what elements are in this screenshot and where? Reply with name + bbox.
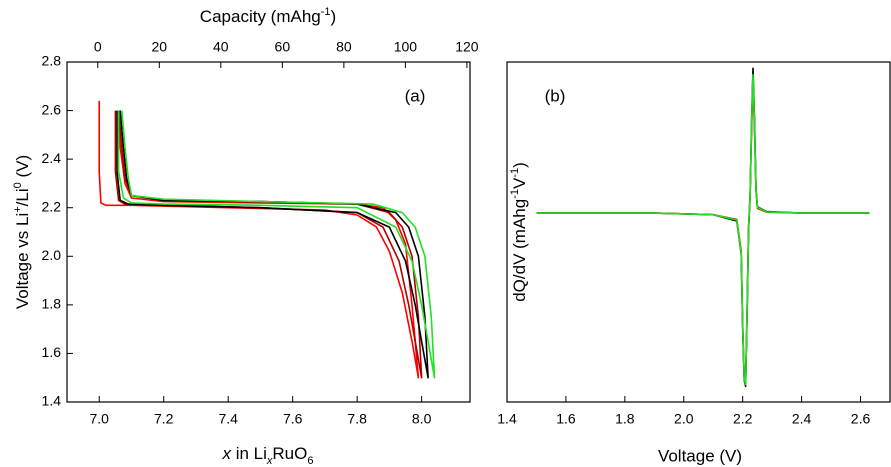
x-axis-label: x in LixRuO6 (221, 444, 313, 466)
x-tick-label: 1.8 (615, 411, 635, 427)
label-part: 0 (12, 182, 24, 188)
y-tick-label: 2.2 (42, 198, 62, 214)
label-part: Voltage vs Li (13, 213, 32, 309)
x-tick-label: 7.6 (283, 411, 303, 427)
label-part: in Li (231, 444, 267, 463)
x-tick-label: 1.4 (497, 411, 517, 427)
top-tick-label: 80 (336, 39, 352, 55)
y-tick-label: 2.6 (42, 101, 62, 117)
label-part: dQ/dV (mAhg (510, 199, 529, 302)
label-part: x (221, 444, 231, 463)
x-axis-label: Voltage (V) (658, 446, 742, 465)
x-tick-label: 7.8 (347, 411, 367, 427)
x-tick-label: 1.6 (556, 411, 576, 427)
data-line (116, 110, 429, 379)
label-part: 6 (307, 455, 313, 467)
top-axis-label: Capacity (mAhg-1) (200, 6, 336, 27)
label-part: -1 (509, 168, 521, 178)
label-part: Capacity (mAhg (200, 7, 321, 26)
label-part: (V) (13, 155, 32, 182)
label-part: -1 (321, 6, 331, 18)
x-tick-label: 2.4 (792, 411, 812, 427)
top-tick-label: 120 (455, 39, 479, 55)
label-part: -1 (509, 189, 521, 199)
data-line (114, 110, 423, 379)
top-tick-label: 100 (394, 39, 418, 55)
label-part: ) (331, 7, 337, 26)
y-tick-label: 1.8 (42, 296, 62, 312)
x-tick-label: 7.4 (218, 411, 238, 427)
panel-label: (b) (545, 86, 566, 105)
top-tick-label: 60 (275, 39, 291, 55)
x-tick-label: 2.6 (851, 411, 871, 427)
label-part: RuO (272, 444, 307, 463)
panel-label: (a) (405, 86, 426, 105)
data-line (536, 67, 870, 388)
y-axis-label: dQ/dV (mAhg-1V-1) (509, 162, 530, 302)
plot-frame (506, 61, 891, 403)
data-line (536, 80, 870, 384)
y-tick-label: 2.8 (42, 53, 62, 69)
y-tick-label: 1.6 (42, 344, 62, 360)
label-part: ) (510, 162, 529, 168)
plot-frame (66, 61, 471, 403)
y-tick-label: 2.4 (42, 150, 62, 166)
x-tick-label: 7.2 (154, 411, 174, 427)
data-line (98, 100, 420, 379)
top-tick-label: 0 (94, 39, 102, 55)
label-part: + (12, 206, 24, 212)
x-tick-label: 2.0 (674, 411, 694, 427)
x-tick-label: 8.0 (412, 411, 432, 427)
y-tick-label: 2.0 (42, 247, 62, 263)
label-part: x (266, 455, 273, 467)
label-part: V (510, 177, 529, 189)
label-part: /Li (13, 188, 32, 206)
y-axis-label: Voltage vs Li+/Li0 (V) (12, 155, 33, 309)
top-tick-label: 20 (152, 39, 168, 55)
top-tick-label: 40 (213, 39, 229, 55)
x-tick-label: 2.2 (733, 411, 753, 427)
y-tick-label: 1.4 (42, 393, 62, 409)
x-tick-label: 7.0 (90, 411, 110, 427)
data-line (117, 110, 436, 379)
data-line (536, 73, 870, 386)
